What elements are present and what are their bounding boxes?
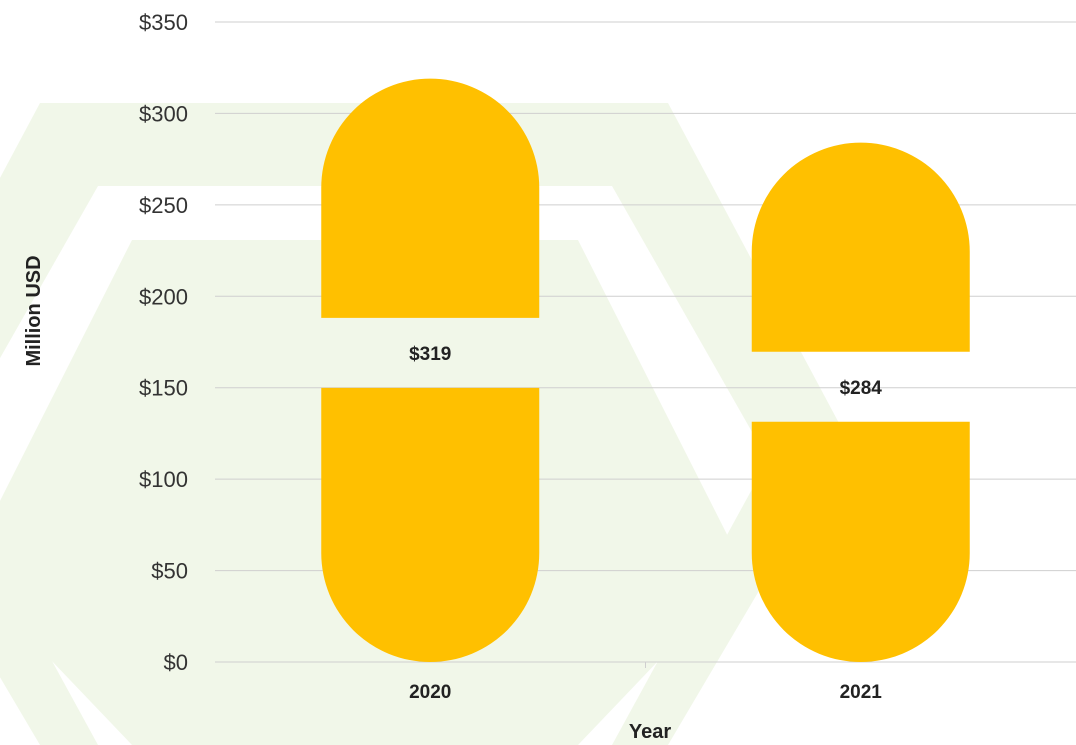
background-decoration — [0, 103, 848, 745]
x-category-label: 2021 — [840, 682, 883, 703]
x-category-label: 2020 — [409, 682, 451, 703]
bar-2020-upper — [321, 78, 540, 318]
y-tick-label: $350 — [139, 10, 188, 35]
bar-2020-lower — [321, 387, 540, 662]
data-label-2020: $319 — [409, 344, 451, 365]
data-label-2021: $284 — [840, 378, 883, 399]
y-tick-label: $150 — [139, 376, 188, 401]
x-axis-title: Year — [629, 721, 671, 743]
labels: $319 2020 $284 2021 — [409, 344, 882, 703]
y-tick-label: $50 — [151, 559, 188, 584]
y-axis-ticks: $0 $50 $100 $150 $200 $250 $300 $350 — [139, 10, 188, 675]
y-tick-label: $250 — [139, 193, 188, 218]
bars — [321, 78, 970, 662]
y-axis-title: Million USD — [23, 255, 45, 366]
y-tick-label: $200 — [139, 284, 188, 309]
y-tick-label: $300 — [139, 101, 188, 126]
bar-2021-lower — [751, 421, 970, 662]
y-tick-label: $0 — [164, 650, 188, 675]
bar-2021-upper — [751, 142, 970, 352]
y-tick-label: $100 — [139, 467, 188, 492]
